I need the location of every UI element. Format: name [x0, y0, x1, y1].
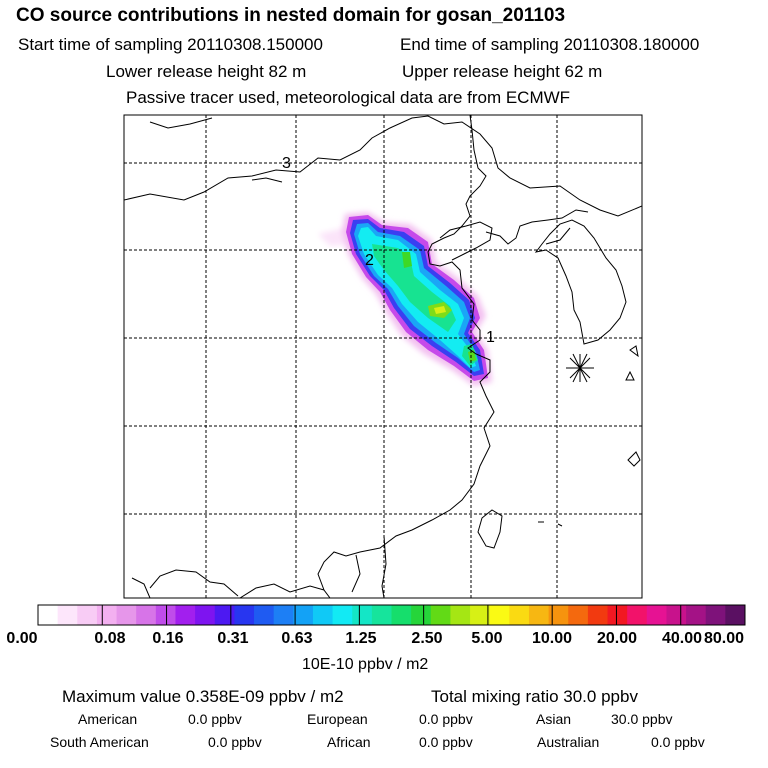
- colorbar-swatch: [548, 605, 569, 625]
- american-label: American: [78, 711, 138, 727]
- american-value: 0.0 ppbv: [188, 711, 242, 727]
- colorbar-tick-label: 2.50: [411, 630, 443, 647]
- colorbar-swatch: [312, 605, 334, 625]
- start-time-label: Start time of sampling 20110308.150000: [18, 35, 323, 54]
- colorbar-swatch: [587, 605, 609, 625]
- colorbar-tick-label: 40.00: [661, 630, 703, 647]
- colorbar-tick-label: 10.00: [531, 630, 573, 647]
- colorbar-tick-label: 5.00: [471, 630, 503, 647]
- colorbar-swatch: [489, 605, 510, 625]
- upper-release-label: Upper release height 62 m: [402, 62, 603, 81]
- colorbar-swatch: [38, 605, 59, 625]
- receptor-star-icon: [566, 353, 594, 383]
- colorbar-swatch: [646, 605, 667, 625]
- colorbar: [37, 604, 746, 626]
- colorbar-swatch: [666, 605, 687, 625]
- colorbar-swatch: [254, 605, 275, 625]
- colorbar-swatch: [352, 605, 373, 625]
- australian-value: 0.0 ppbv: [651, 734, 705, 750]
- colorbar-swatch: [725, 605, 746, 625]
- colorbar-tick-label: 0.08: [94, 630, 126, 647]
- african-label: African: [327, 734, 371, 750]
- asian-label: Asian: [536, 711, 572, 727]
- colorbar-swatch: [214, 605, 235, 625]
- colorbar-swatch: [509, 605, 530, 625]
- colorbar-swatch: [371, 605, 392, 625]
- colorbar-swatch: [136, 605, 157, 625]
- total-mixing-ratio: Total mixing ratio 30.0 ppbv: [431, 687, 638, 706]
- colorbar-tick-label: 80.00: [703, 630, 745, 647]
- chart-title: CO source contributions in nested domain…: [16, 5, 566, 26]
- colorbar-swatch: [607, 605, 628, 625]
- african-value: 0.0 ppbv: [419, 734, 473, 750]
- trajectory-marker-3: 3: [282, 155, 291, 172]
- colorbar-swatch: [234, 605, 255, 625]
- colorbar-swatch: [116, 605, 137, 625]
- colorbar-tick-label: 0.00: [6, 630, 38, 647]
- colorbar-swatch: [96, 605, 118, 625]
- australian-label: Australian: [537, 734, 600, 750]
- colorbar-swatch: [470, 605, 491, 625]
- colorbar-swatch: [293, 605, 314, 625]
- colorbar-swatch: [155, 605, 176, 625]
- colorbar-swatch: [430, 605, 451, 625]
- trajectory-marker-2: 2: [365, 252, 374, 269]
- lower-release-label: Lower release height 82 m: [106, 62, 307, 81]
- coastlines: [124, 115, 642, 598]
- colorbar-swatch: [627, 605, 648, 625]
- colorbar-swatch: [57, 605, 78, 625]
- colorbar-swatch: [411, 605, 432, 625]
- south-american-label: South American: [50, 734, 149, 750]
- colorbar-swatch: [568, 605, 589, 625]
- colorbar-swatch: [195, 605, 216, 625]
- colorbar-tick-label: 0.31: [217, 630, 249, 647]
- colorbar-tick-label: 20.00: [596, 630, 638, 647]
- end-time-label: End time of sampling 20110308.180000: [400, 35, 700, 54]
- colorbar-swatch: [175, 605, 196, 625]
- colorbar-swatch: [77, 605, 98, 625]
- colorbar-swatch: [450, 605, 471, 625]
- colorbar-swatch: [686, 605, 707, 625]
- trajectory-marker-1: 1: [486, 329, 495, 346]
- asian-value: 30.0 ppbv: [611, 711, 673, 727]
- tracer-note: Passive tracer used, meteorological data…: [126, 88, 571, 107]
- maximum-value: Maximum value 0.358E-09 ppbv / m2: [62, 687, 344, 706]
- colorbar-swatch: [528, 605, 550, 625]
- colorbar-tick-label: 1.25: [345, 630, 377, 647]
- colorbar-units: 10E-10 ppbv / m2: [302, 656, 429, 673]
- colorbar-tick-label: 0.16: [152, 630, 184, 647]
- south-american-value: 0.0 ppbv: [208, 734, 262, 750]
- european-label: European: [307, 711, 368, 727]
- european-value: 0.0 ppbv: [419, 711, 473, 727]
- colorbar-swatch: [391, 605, 412, 625]
- colorbar-swatch: [705, 605, 726, 625]
- colorbar-tick-label: 0.63: [281, 630, 313, 647]
- graticule: [124, 115, 642, 598]
- map-frame: [123, 114, 643, 599]
- concentration-plume: [318, 212, 492, 386]
- colorbar-swatch: [273, 605, 294, 625]
- colorbar-swatch: [332, 605, 353, 625]
- colorbar-frame: [37, 604, 746, 626]
